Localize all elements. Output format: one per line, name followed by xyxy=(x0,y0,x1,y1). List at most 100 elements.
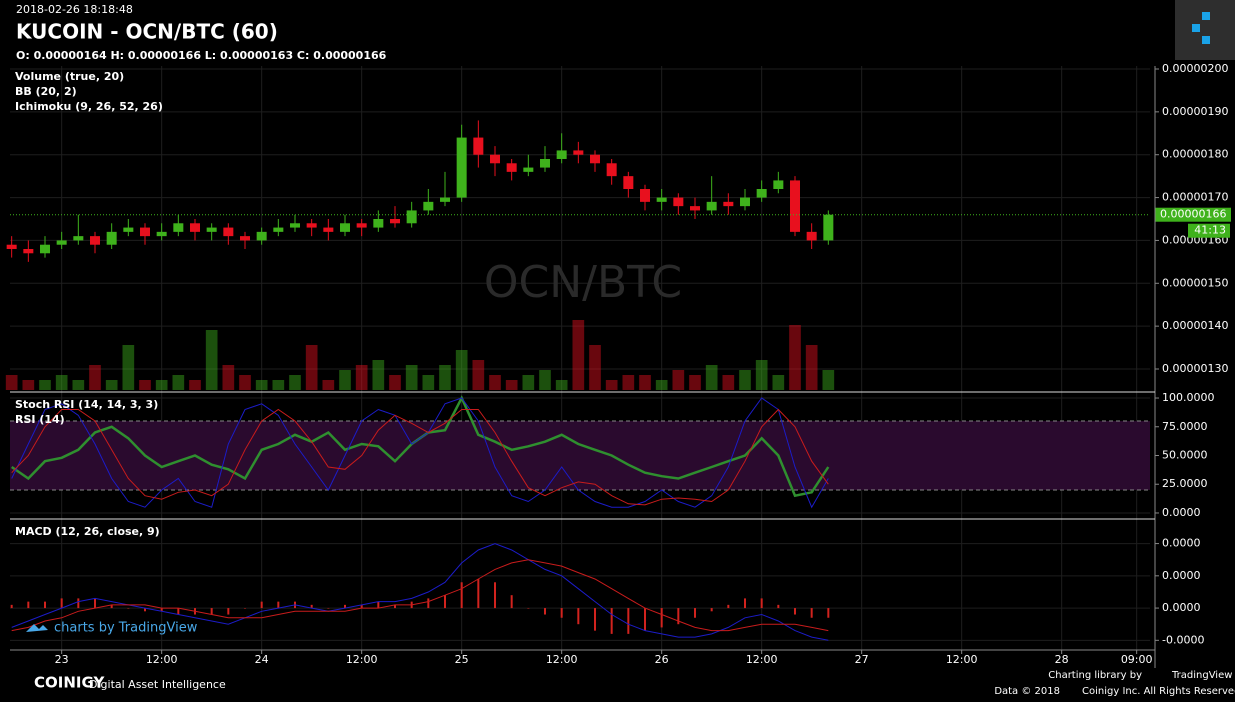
logo-box xyxy=(1175,0,1235,60)
histogram-bar xyxy=(460,582,463,609)
candle-body xyxy=(173,223,184,232)
volume-bar xyxy=(739,370,751,390)
candle-body xyxy=(490,154,500,164)
data-credit: Data © 2018 xyxy=(994,686,1060,697)
histogram-bar xyxy=(427,598,430,609)
histogram-bar xyxy=(494,582,496,609)
histogram-bar xyxy=(77,598,80,609)
candle-body xyxy=(673,197,684,207)
volume-bar xyxy=(672,370,685,390)
volume-bar xyxy=(605,380,618,390)
volume-bar xyxy=(539,370,551,390)
candle-body xyxy=(623,176,634,189)
volume-bar xyxy=(589,345,601,390)
volume-bar xyxy=(755,360,768,390)
histogram-bar xyxy=(727,604,730,609)
candle-body xyxy=(440,197,450,202)
volume-bar xyxy=(155,380,168,390)
candle-body xyxy=(823,214,834,241)
y-tick-label: 0.00000130 xyxy=(1162,362,1228,375)
countdown-tag xyxy=(1188,223,1230,238)
candle-body xyxy=(156,231,167,237)
y-tick-label: 0.00000180 xyxy=(1162,148,1228,161)
candle-body xyxy=(23,249,34,254)
volume-bar xyxy=(89,365,101,390)
candle-body xyxy=(323,227,334,232)
histogram-bar xyxy=(777,604,780,609)
volume-bar xyxy=(239,375,251,390)
candle-body xyxy=(306,223,317,228)
volume-bar xyxy=(822,370,835,390)
tv-credit[interactable]: charts by TradingView xyxy=(54,621,198,636)
volume-bar xyxy=(339,370,351,390)
histogram-bar xyxy=(744,598,746,609)
series-line xyxy=(11,559,829,632)
histogram-bar xyxy=(477,579,480,609)
y-tick-label: 0.0000 xyxy=(1162,506,1201,519)
histogram-bar xyxy=(94,598,96,609)
volume-bar xyxy=(372,360,385,390)
x-tick-label: 28 xyxy=(1055,653,1069,666)
histogram-bar xyxy=(510,595,513,609)
histogram-bar xyxy=(277,601,280,609)
candle-body xyxy=(556,150,567,159)
indicator-label: Stoch RSI (14, 14, 3, 3) xyxy=(15,398,158,411)
candle-body xyxy=(706,201,717,211)
y-tick-label: 0.00000190 xyxy=(1162,105,1228,118)
indicator-label: Ichimoku (9, 26, 52, 26) xyxy=(15,100,163,113)
histogram-bar xyxy=(327,608,330,609)
candle-body xyxy=(273,227,284,232)
volume-bar xyxy=(455,350,468,390)
volume-bar xyxy=(139,380,151,390)
histogram-bar xyxy=(60,598,63,609)
indicator-label: Volume (true, 20) xyxy=(15,70,124,83)
y-tick-label: 0.00000140 xyxy=(1162,319,1228,332)
candle-body xyxy=(40,244,50,254)
volume-bar xyxy=(705,365,718,390)
histogram-bar xyxy=(177,608,180,615)
y-tick-label: 25.0000 xyxy=(1162,477,1208,490)
histogram-bar xyxy=(110,604,113,609)
candle-body xyxy=(240,236,250,241)
logo-text: COINIGY xyxy=(34,674,105,692)
candle-body xyxy=(740,197,750,207)
volume-bar xyxy=(655,380,668,390)
y-tick-label: 0.0000 xyxy=(1162,569,1201,582)
logo-square xyxy=(1202,12,1210,20)
x-tick-label: 12:00 xyxy=(746,653,778,666)
histogram-bar xyxy=(227,608,230,615)
tv-icon xyxy=(26,624,48,632)
candle-body xyxy=(90,236,100,245)
histogram-bar xyxy=(610,608,613,634)
candle-body xyxy=(423,201,434,211)
candle-body xyxy=(573,150,584,155)
x-tick-label: 27 xyxy=(855,653,869,666)
volume-bar xyxy=(772,375,785,390)
volume-bar xyxy=(689,375,701,390)
volume-bar xyxy=(389,375,401,390)
ohlc: O: 0.00000164 H: 0.00000166 L: 0.0000016… xyxy=(16,49,387,62)
watermark: OCN/BTC xyxy=(484,257,682,308)
histogram-bar xyxy=(560,608,563,618)
histogram-bar xyxy=(827,608,830,618)
candle-body xyxy=(756,189,767,198)
volume-bar xyxy=(22,380,35,390)
histogram-bar xyxy=(444,595,446,609)
candle-body xyxy=(290,223,300,228)
candle-body xyxy=(256,231,267,241)
candle-body xyxy=(590,154,600,164)
histogram-bar xyxy=(377,601,380,609)
x-tick-label: 12:00 xyxy=(546,653,578,666)
candle-body xyxy=(456,137,467,198)
series-line xyxy=(11,543,829,641)
volume-bar xyxy=(639,375,651,390)
logo-square xyxy=(1192,24,1200,32)
chart-title: KUCOIN - OCN/BTC (60) xyxy=(16,20,278,44)
band xyxy=(10,421,1150,490)
volume-bar xyxy=(72,380,85,390)
histogram-bar xyxy=(244,608,246,609)
volume-bar xyxy=(789,325,801,390)
